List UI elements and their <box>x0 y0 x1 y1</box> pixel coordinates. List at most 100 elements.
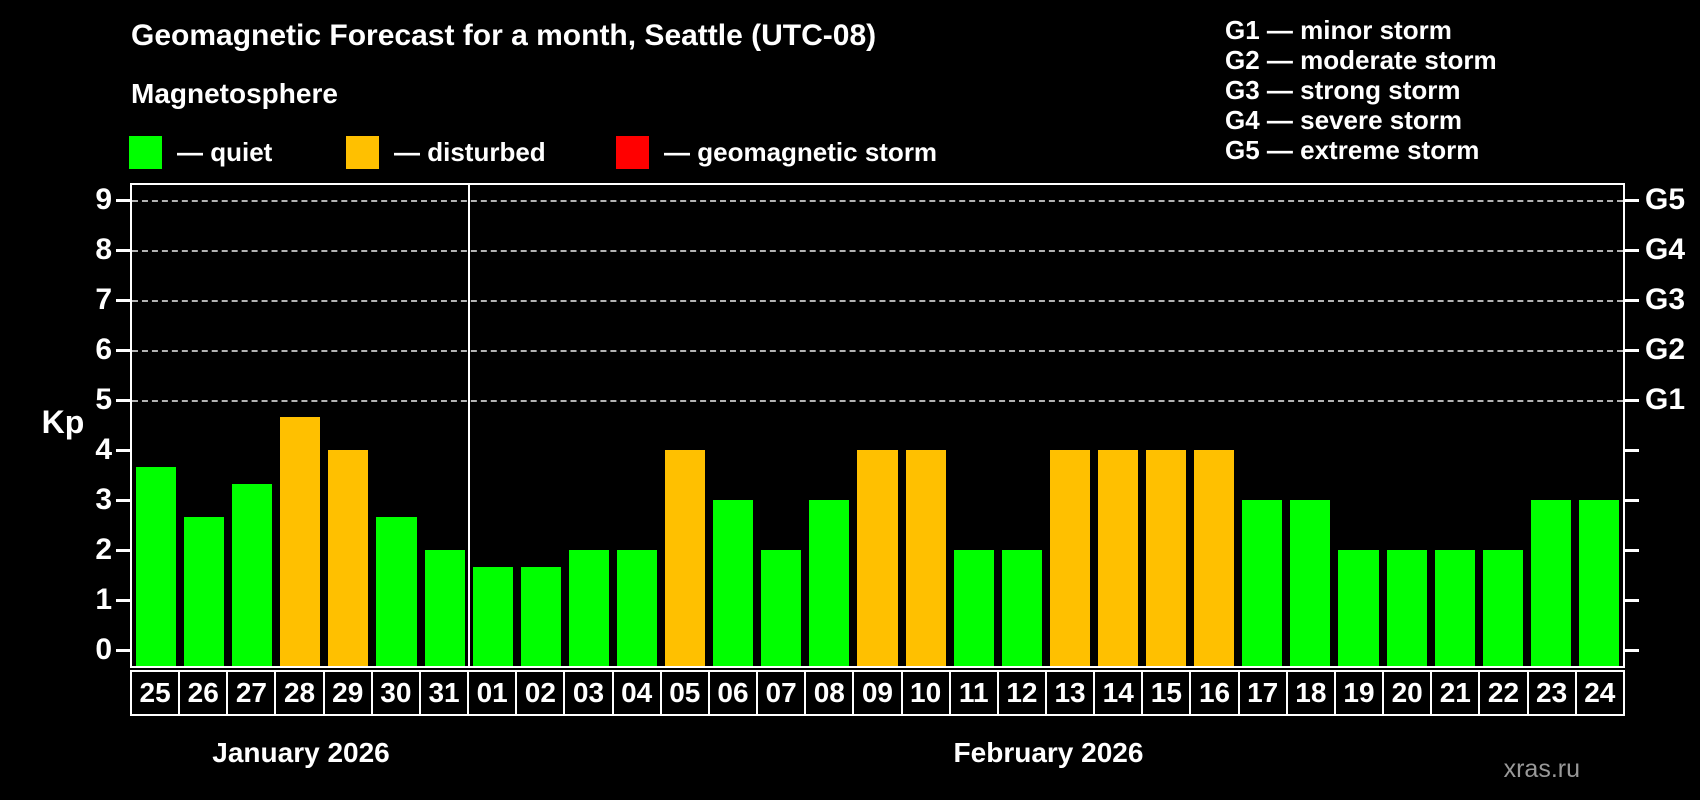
day-cell-13: 13 <box>1044 672 1093 714</box>
chart-title: Geomagnetic Forecast for a month, Seattl… <box>131 19 877 52</box>
kp-bar-26 <box>184 516 225 666</box>
legend-item-disturbed: — disturbed <box>346 135 546 169</box>
day-cell-30: 30 <box>370 672 419 714</box>
y-tick-label-1: 1 <box>95 583 112 616</box>
disturbed-swatch-icon <box>346 135 379 169</box>
day-cell-11: 11 <box>948 672 997 714</box>
y-tick-label-8: 8 <box>95 233 112 266</box>
y-tick-right-3 <box>1625 499 1639 502</box>
grid-line-kp9 <box>132 200 1623 202</box>
kp-bar-19 <box>1338 550 1379 666</box>
kp-bar-16 <box>1194 450 1235 666</box>
y-axis-label-kp: Kp <box>41 404 85 440</box>
y-tick-right-7 <box>1625 299 1639 302</box>
kp-bar-12 <box>1001 550 1042 666</box>
day-cell-01: 01 <box>467 672 515 714</box>
kp-bar-23 <box>1530 500 1571 666</box>
kp-bar-03 <box>568 550 609 666</box>
y-tick-right-1 <box>1625 599 1639 602</box>
y-tick-right-4 <box>1625 449 1639 452</box>
g-tick-label-G5: G5 <box>1645 183 1686 216</box>
chart-subtitle: Magnetosphere <box>131 78 338 109</box>
grid-line-kp7 <box>132 300 1623 302</box>
watermark: xras.ru <box>1503 755 1580 783</box>
y-tick-right-5 <box>1625 399 1639 402</box>
kp-bar-21 <box>1434 550 1475 666</box>
y-tick-left-4 <box>116 449 130 452</box>
y-tick-left-1 <box>116 599 130 602</box>
grid-line-kp6 <box>132 350 1623 352</box>
g-tick-label-G2: G2 <box>1645 333 1686 366</box>
kp-bar-04 <box>616 550 658 666</box>
g5-legend-line: G5 — extreme storm <box>1225 135 1480 165</box>
kp-bar-29 <box>328 450 369 666</box>
day-cell-26: 26 <box>178 672 226 714</box>
day-cell-19: 19 <box>1333 672 1382 714</box>
y-tick-right-8 <box>1625 249 1639 252</box>
y-tick-left-8 <box>116 249 130 252</box>
y-tick-label-3: 3 <box>95 483 112 516</box>
legend-label-quiet: — quiet <box>177 136 273 167</box>
kp-bar-31 <box>424 550 465 666</box>
g2-legend-line: G2 — moderate storm <box>1225 45 1497 75</box>
y-tick-label-6: 6 <box>95 333 112 366</box>
y-tick-left-3 <box>116 499 130 502</box>
day-cell-25: 25 <box>139 677 171 708</box>
day-cell-14: 14 <box>1093 672 1141 714</box>
kp-bar-05 <box>665 450 706 666</box>
day-cell-03: 03 <box>563 672 611 714</box>
day-cell-31: 31 <box>418 672 467 714</box>
y-tick-left-0 <box>116 649 130 652</box>
y-tick-right-0 <box>1625 649 1639 652</box>
kp-bar-14 <box>1097 450 1139 666</box>
y-tick-right-6 <box>1625 349 1639 352</box>
y-tick-label-9: 9 <box>95 183 112 216</box>
kp-bar-25 <box>136 466 177 666</box>
kp-bar-09 <box>857 450 898 666</box>
kp-bar-08 <box>809 500 850 666</box>
legend-label-storm: — geomagnetic storm <box>664 136 938 167</box>
y-tick-label-5: 5 <box>95 383 112 416</box>
y-tick-label-7: 7 <box>95 283 112 316</box>
grid-line-kp8 <box>132 250 1623 252</box>
day-cell-15: 15 <box>1141 672 1189 714</box>
g-tick-label-G4: G4 <box>1645 233 1686 266</box>
legend-label-disturbed: — disturbed <box>394 136 546 167</box>
day-cell-24: 24 <box>1574 672 1623 714</box>
y-tick-label-2: 2 <box>95 533 112 566</box>
day-cell-02: 02 <box>515 672 563 714</box>
g4-legend-line: G4 — severe storm <box>1225 105 1463 135</box>
kp-bar-18 <box>1290 500 1331 666</box>
day-cell-28: 28 <box>274 672 322 714</box>
day-cell-05: 05 <box>659 672 708 714</box>
y-tick-right-9 <box>1625 199 1639 202</box>
g-tick-label-G3: G3 <box>1645 283 1686 316</box>
kp-bar-28 <box>280 416 321 666</box>
day-cell-16: 16 <box>1189 672 1237 714</box>
month-divider-line <box>467 185 470 666</box>
kp-bar-07 <box>761 550 802 666</box>
kp-bar-22 <box>1482 550 1523 666</box>
kp-bar-11 <box>953 550 994 666</box>
kp-bar-02 <box>520 566 561 666</box>
y-tick-label-0: 0 <box>95 633 112 666</box>
day-axis: 25 26 27 28 29 30 31 01 02 03 04 05 06 07 08 09 10 11 12 13… <box>130 670 1625 716</box>
day-cell-07: 07 <box>756 672 804 714</box>
kp-bar-30 <box>376 516 417 666</box>
y-tick-left-2 <box>116 549 130 552</box>
day-cell-22: 22 <box>1478 672 1526 714</box>
day-cell-12: 12 <box>996 672 1045 714</box>
kp-bar-27 <box>232 483 273 666</box>
day-cell-17: 17 <box>1237 672 1286 714</box>
plot-area <box>130 183 1625 668</box>
grid-line-kp5 <box>132 400 1623 402</box>
day-cell-23: 23 <box>1526 672 1575 714</box>
day-cell-20: 20 <box>1382 672 1430 714</box>
month-label-january: January 2026 <box>212 737 390 768</box>
day-cell-27: 27 <box>226 672 274 714</box>
y-tick-left-7 <box>116 299 130 302</box>
kp-bar-17 <box>1242 500 1283 666</box>
legend-item-storm: — geomagnetic storm <box>616 135 937 169</box>
day-cell-06: 06 <box>707 672 756 714</box>
